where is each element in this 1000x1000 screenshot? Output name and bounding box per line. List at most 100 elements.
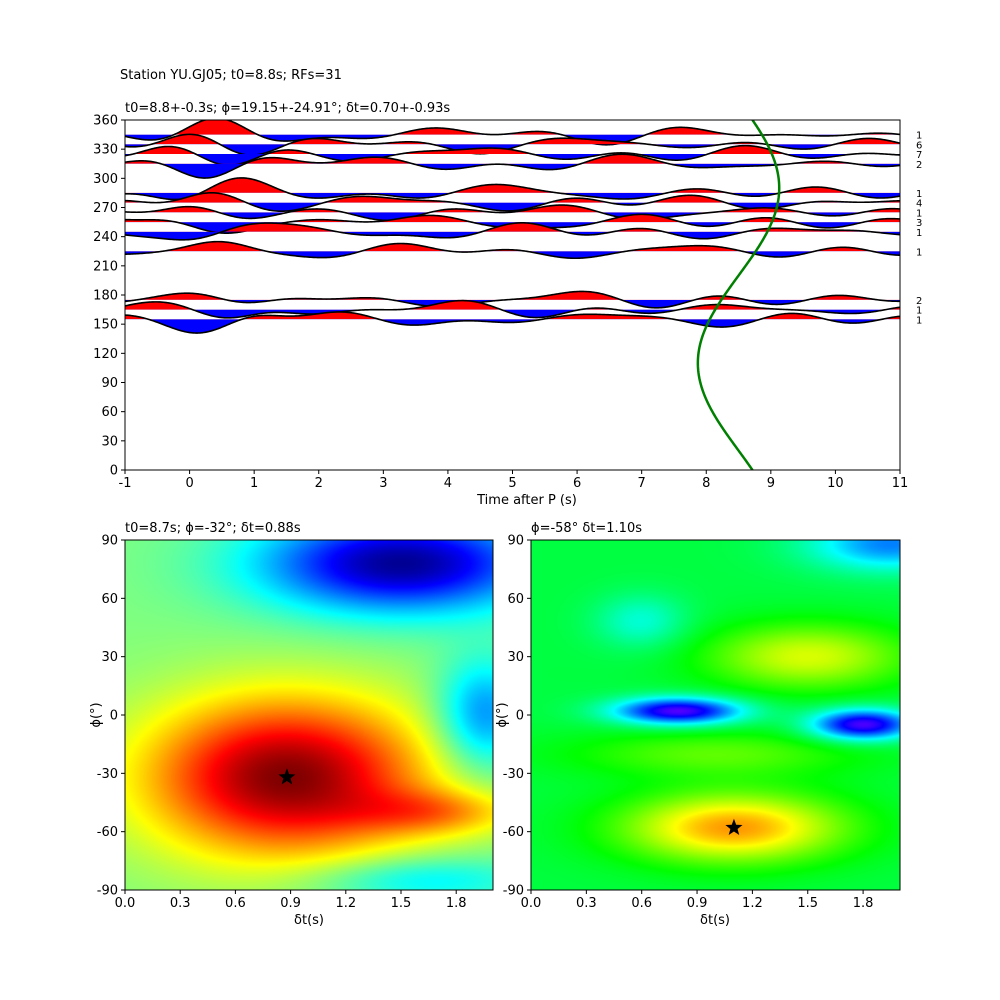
rf-x-tick-label: 4 (444, 476, 452, 491)
energy-map-left-y-tick-label: -30 (97, 767, 118, 782)
rf-x-tick-label: 2 (315, 476, 323, 491)
energy-map-left-axes: 0.0 0.3 0.6 0.9 1.2 1.5 1.8 -90 -60 -30 0 30 60 90 (97, 534, 494, 911)
rf-y-tick-label: 180 (93, 289, 118, 304)
energy-map-right-x-tick-label: 0.3 (576, 896, 597, 911)
energy-map-right-x-tick-label: 0.6 (631, 896, 652, 911)
rf-trace-line (125, 204, 900, 222)
energy-map-left-x-tick-label: 0.0 (115, 896, 136, 911)
rf-negative-fill (125, 319, 900, 334)
energy-map-right-y-tick-label: -90 (503, 884, 524, 899)
rf-trace (125, 240, 900, 260)
rf-trace-count: 1 (916, 306, 922, 317)
rf-x-tick-label: 10 (827, 476, 844, 491)
energy-map-right-y-label: ϕ(°) (495, 702, 510, 727)
rf-x-tick-label: 8 (702, 476, 710, 491)
rf-positive-fill (151, 134, 900, 145)
energy-map-left-x-tick-label: 0.9 (280, 896, 301, 911)
rf-y-tick-label: 360 (93, 114, 118, 129)
rf-trace-line (125, 222, 900, 241)
rf-trace (125, 311, 900, 334)
energy-map-left-title: t0=8.7s; ϕ=-32°; δt=0.88s (125, 521, 301, 536)
best-fit-star (725, 818, 743, 836)
energy-map-right (531, 540, 900, 890)
energy-map-right-y-tick-label: 0 (516, 709, 524, 724)
energy-map-right-y-tick-label: 30 (507, 650, 524, 665)
rf-negative-fill (125, 134, 853, 145)
energy-map-left-x-tick-label: 0.6 (225, 896, 246, 911)
rf-trace-line (125, 311, 900, 334)
rf-negative-fill (218, 212, 863, 221)
rf-positive-fill (125, 205, 900, 213)
rf-trace-count: 3 (916, 218, 922, 229)
energy-map-panel-left: t0=8.7s; ϕ=-32°; δt=0.88s 0.0 0.3 0.6 0.9 1.… (89, 521, 494, 928)
rf-x-tick-label: 5 (508, 476, 516, 491)
rf-trace (125, 120, 900, 146)
rf-trace-count: 1 (916, 131, 922, 142)
energy-map-right-y-tick-label: -30 (503, 767, 524, 782)
rf-predicted-curve (696, 120, 781, 470)
rf-positive-fill (125, 241, 900, 252)
rf-trace-count: 2 (916, 160, 922, 171)
rf-negative-fill (125, 144, 900, 156)
rf-y-tick-label: 120 (93, 347, 118, 362)
rf-positive-fill (125, 300, 900, 310)
rf-negative-fill (125, 231, 900, 240)
energy-map-left-y-tick-label: 30 (101, 650, 118, 665)
rf-x-tick-label: 0 (185, 476, 193, 491)
rf-trace (125, 177, 900, 201)
energy-map-right-y-tick-label: 60 (507, 592, 524, 607)
rf-trace-line (125, 299, 900, 319)
rf-negative-fill (125, 154, 900, 166)
energy-map-right-title: ϕ=-58° δt=1.10s (531, 521, 642, 536)
rf-x-tick-label: 11 (892, 476, 909, 491)
energy-map-left-y-tick-label: 0 (110, 709, 118, 724)
rf-trace-count: 6 (916, 140, 922, 151)
rf-trace-count: 1 (916, 315, 922, 326)
energy-map-left-y-tick-label: 60 (101, 592, 118, 607)
rf-x-tick-label: 7 (638, 476, 646, 491)
rf-positive-fill (200, 177, 850, 193)
rf-trace-line (125, 240, 900, 260)
rf-trace (125, 290, 900, 309)
energy-map-left-y-tick-label: -90 (97, 884, 118, 899)
rf-panel: t0=8.8+-0.3s; ϕ=19.15+-24.91°; δt=0.70+-… (93, 101, 922, 508)
energy-map-left-x-tick-label: 0.3 (170, 896, 191, 911)
rf-frame (124, 119, 901, 471)
energy-map-right-x-tick-label: 1.5 (797, 896, 818, 911)
rf-trace-line (125, 290, 900, 309)
rf-y-tick-label: 0 (110, 464, 118, 479)
energy-map-right-x-tick-label: 0.0 (521, 896, 542, 911)
rf-x-tick-label: 3 (379, 476, 387, 491)
rf-y-tick-label: 150 (93, 318, 118, 333)
energy-map-left-x-tick-label: 1.8 (446, 896, 467, 911)
rf-trace-count: 1 (916, 208, 922, 219)
rf-traces (125, 120, 900, 470)
rf-x-tick-label: 9 (767, 476, 775, 491)
rf-trace-count: 1 (916, 189, 922, 200)
energy-map-right-axes: 0.0 0.3 0.6 0.9 1.2 1.5 1.8 -90 -60 -30 0 30 60 90 (503, 534, 901, 911)
energy-map-left-x-label: δt(s) (294, 913, 324, 928)
energy-map-left-x-tick-label: 1.5 (391, 896, 412, 911)
rf-panel-title: t0=8.8+-0.3s; ϕ=19.15+-24.91°; δt=0.70+-… (125, 101, 450, 116)
rf-trace-count: 4 (916, 199, 922, 210)
rf-axes: -1 0 1 2 3 4 5 6 7 8 9 10 11030609012015018021024027… (93, 114, 908, 492)
rf-x-tick-label: 6 (573, 476, 581, 491)
figure-title: Station YU.GJ05; t0=8.8s; RFs=31 (120, 68, 342, 83)
rf-trace-count: 7 (916, 150, 922, 161)
rf-trace (125, 153, 900, 179)
rf-negative-fill (192, 309, 886, 318)
rf-trace (125, 299, 900, 319)
energy-map-right-x-tick-label: 0.9 (687, 896, 708, 911)
rf-positive-fill (125, 120, 900, 135)
energy-map-right-y-tick-label: -60 (503, 825, 524, 840)
rf-y-tick-label: 330 (93, 143, 118, 158)
rf-positive-fill (125, 154, 900, 164)
rf-y-tick-label: 240 (93, 230, 118, 245)
rf-trace-line (125, 120, 900, 146)
best-fit-star (278, 768, 296, 785)
energy-map-right-y-tick-label: 90 (507, 534, 524, 549)
rf-y-tick-label: 300 (93, 172, 118, 187)
rf-negative-fill (125, 202, 900, 212)
